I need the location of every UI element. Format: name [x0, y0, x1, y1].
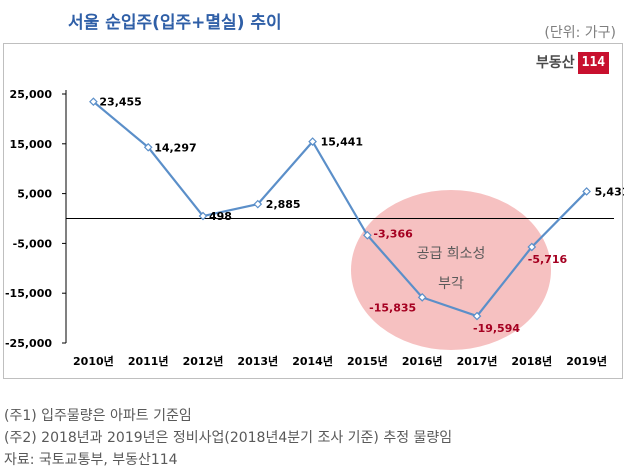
unit-label: (단위: 가구) [544, 25, 616, 41]
data-point [143, 142, 153, 152]
footnotes: (주1) 입주물량은 아파트 기준임 (주2) 2018년과 2019년은 정비… [4, 405, 452, 471]
data-point [308, 137, 317, 146]
data-label: 5,431 [595, 185, 624, 198]
data-label: 14,297 [154, 141, 196, 154]
footnote-2: (주2) 2018년과 2019년은 정비사업(2018년4분기 조사 기준) … [4, 430, 453, 446]
chart-title: 서울 순입주(입주+멸실) 추이 [68, 13, 282, 33]
annotation-text-line2: 부각 [438, 276, 464, 292]
data-point [527, 242, 537, 252]
x-tick-label: 2017년 [457, 354, 498, 368]
data-label: -5,716 [528, 253, 568, 266]
chart-frame: 25,000 15,000 5,000 -5,000 -15,000 -25,000 201… [3, 43, 624, 379]
data-label: 15,441 [321, 136, 363, 149]
y-tick-label: 15,000 [10, 138, 53, 151]
footnote-1: (주1) 입주물량은 아파트 기준임 [4, 408, 192, 424]
data-point [198, 211, 208, 221]
x-tick-label: 2016년 [402, 354, 443, 368]
data-label: 498 [209, 210, 232, 223]
x-tick-label: 2018년 [511, 354, 552, 368]
data-label: -3,366 [373, 227, 413, 240]
data-point [363, 230, 372, 240]
data-point [472, 311, 482, 321]
source-note: 자료: 국토교통부, 부동산114 [4, 452, 178, 468]
x-tick-label: 2015년 [347, 354, 388, 368]
data-label: -15,835 [369, 301, 416, 314]
x-tick-label: 2019년 [566, 354, 607, 368]
logo-text: 부동산 [536, 55, 575, 71]
y-tick-label: 25,000 [10, 88, 53, 101]
x-tick-label: 2014년 [292, 354, 333, 368]
series-line [92, 100, 588, 318]
y-tick-label: -5,000 [13, 237, 53, 250]
x-tick-label: 2010년 [73, 354, 114, 368]
brand-logo: 부동산 114 [536, 52, 610, 74]
x-tick-label: 2012년 [183, 354, 224, 368]
x-tick-label: 2011년 [128, 354, 169, 368]
data-point [89, 97, 98, 107]
line-chart: 25,000 15,000 5,000 -5,000 -15,000 -25,000 201… [5, 88, 624, 368]
logo-number: 114 [577, 52, 610, 74]
data-point [417, 293, 427, 302]
y-tick-label: -15,000 [5, 287, 52, 300]
data-point [582, 187, 591, 196]
x-tick-label: 2013년 [237, 354, 278, 368]
annotation-circle [351, 190, 551, 350]
data-label: -19,594 [473, 322, 520, 335]
data-point [253, 199, 263, 209]
y-tick-label: -25,000 [5, 337, 52, 350]
y-tick-label: 5,000 [17, 188, 52, 201]
data-label: 2,885 [266, 198, 301, 211]
annotation-text-line1: 공급 희소성 [417, 246, 486, 262]
data-label: 23,455 [99, 96, 141, 109]
